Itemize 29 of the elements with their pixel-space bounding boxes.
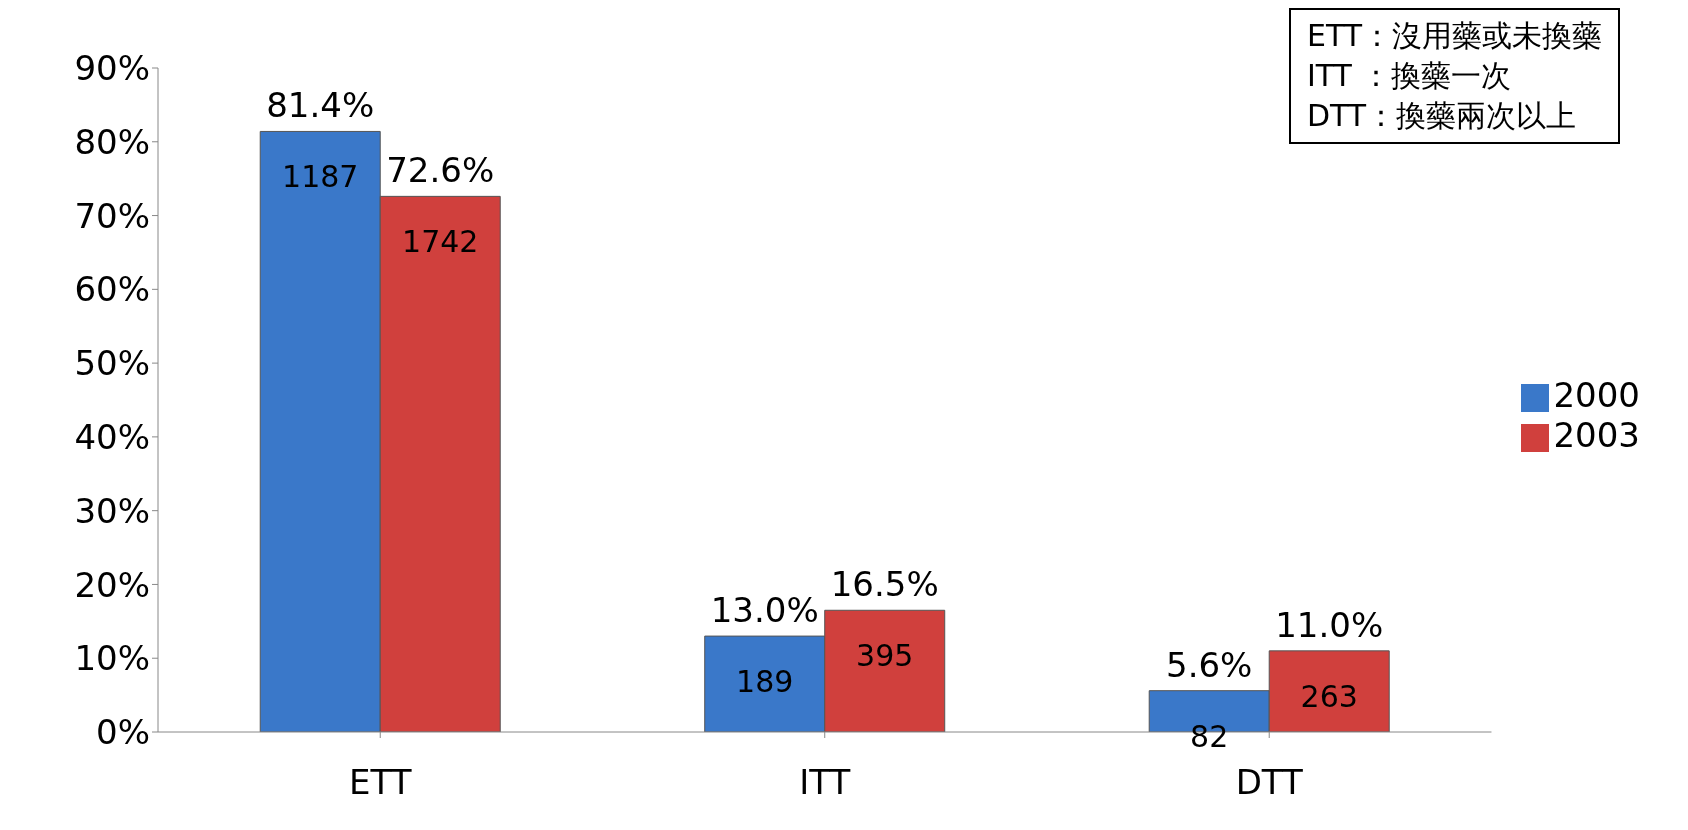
y-tick-label: 70%: [74, 195, 150, 236]
legend-label: 2000: [1553, 375, 1640, 415]
x-tick-label: ITT: [799, 762, 851, 803]
x-tick-label: DTT: [1235, 762, 1304, 803]
data-label: 72.6%: [386, 150, 495, 191]
annotation: 263: [1300, 678, 1358, 714]
annotation: ITT ：換藥一次: [1306, 57, 1513, 95]
annotation: 1187: [282, 159, 359, 195]
y-tick-label: 50%: [74, 343, 150, 384]
y-tick-label: 40%: [74, 416, 150, 457]
data-label: 11.0%: [1275, 604, 1384, 645]
y-tick-label: 20%: [74, 564, 150, 605]
y-tick-label: 0%: [96, 712, 150, 753]
data-label: 13.0%: [710, 590, 819, 631]
legend-label: 2003: [1553, 415, 1640, 455]
y-tick-label: 90%: [74, 48, 150, 89]
y-tick-label: 60%: [74, 269, 150, 310]
data-label: 81.4%: [266, 85, 375, 126]
data-label: 16.5%: [830, 564, 939, 605]
annotation: 395: [856, 638, 914, 674]
y-tick-label: 80%: [74, 121, 150, 162]
x-tick-label: ETT: [349, 762, 412, 803]
annotation: 189: [736, 664, 794, 700]
data-label: 5.6%: [1166, 644, 1253, 685]
annotation: DTT：換藥兩次以上: [1306, 97, 1578, 135]
text: ETT：沒用藥或未換藥: [1306, 17, 1602, 55]
y-tick-label: 10%: [74, 638, 150, 679]
y-tick-label: 30%: [74, 490, 150, 531]
annotation: 1742: [402, 224, 479, 260]
